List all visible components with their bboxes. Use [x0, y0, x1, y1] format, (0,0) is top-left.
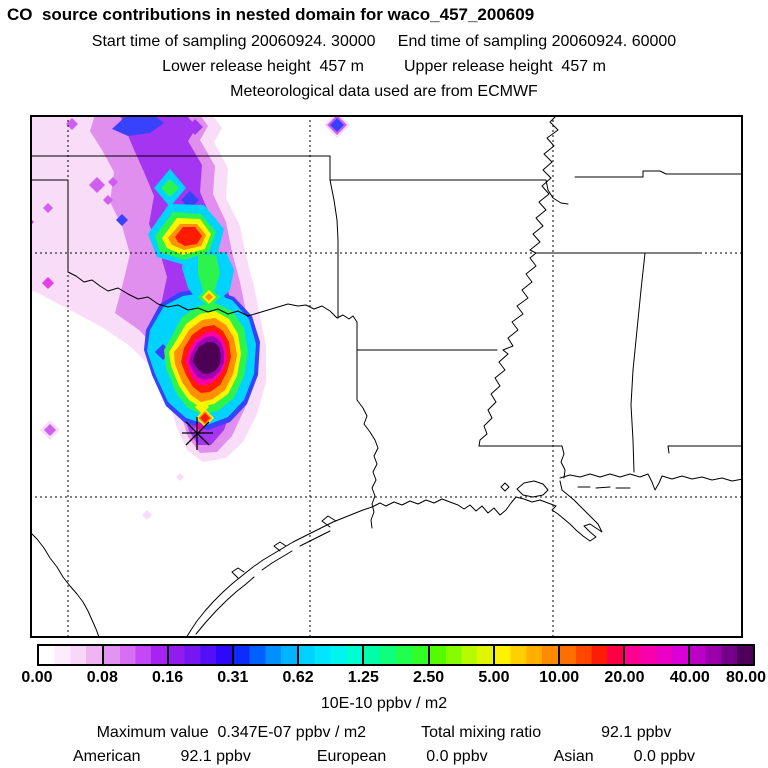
- colorbar-tick-label-0.16: 0.16: [151, 669, 184, 686]
- colorbar-segment-10: [687, 646, 754, 664]
- max-value-text: Maximum value 0.347E-07 ppbv / m2: [96, 724, 367, 741]
- colorbar-units-label: 10E-10 ppbv / m2: [320, 695, 448, 712]
- colorbar-segment-7: [492, 646, 558, 664]
- total-mixing-ratio-value: 92.1 ppbv: [601, 724, 672, 741]
- colorbar-tick-label-0.00: 0.00: [21, 669, 53, 686]
- page-title: CO source contributions in nested domain…: [7, 5, 535, 24]
- stats-line-1: Maximum value 0.347E-07 ppbv / m2 Total …: [0, 724, 768, 742]
- colorbar-segment-1: [102, 646, 168, 664]
- region-asian-value: 0.0 ppbv: [633, 748, 696, 765]
- colorbar-segment-2: [167, 646, 233, 664]
- region-american-label: American: [72, 748, 141, 765]
- source-asterisk-marker: [182, 417, 213, 450]
- colorbar-tick-label-0.62: 0.62: [282, 669, 314, 686]
- colorbar-tick-label-1.25: 1.25: [347, 669, 379, 686]
- colorbar-tick-label-80.00: 80.00: [725, 669, 767, 686]
- colorbar-segment-6: [427, 646, 493, 664]
- colorbar-tick-label-20.00: 20.00: [604, 669, 645, 686]
- colorbar-segment-9: [622, 646, 688, 664]
- colorbar-tick-label-40.00: 40.00: [669, 669, 710, 686]
- plume-contours: [30, 115, 350, 520]
- colorbar: [37, 644, 755, 666]
- region-european-label: European: [316, 748, 387, 765]
- latlon-gridlines: [30, 115, 743, 638]
- release-heights-line: Lower release height 457 m Upper release…: [162, 58, 606, 75]
- state-borders: [30, 115, 743, 638]
- colorbar-segment-8: [557, 646, 623, 664]
- region-asian-label: Asian: [553, 748, 594, 765]
- region-european-value: 0.0 ppbv: [426, 748, 488, 765]
- colorbar-tick-label-0.08: 0.08: [86, 669, 118, 686]
- total-mixing-ratio-label: Total mixing ratio: [421, 724, 542, 741]
- colorbar-segment-0: [39, 646, 103, 664]
- map-frame: [30, 115, 743, 638]
- met-data-line: Meteorological data used are from ECMWF: [230, 83, 538, 100]
- region-american-value: 92.1 ppbv: [180, 748, 251, 765]
- colorbar-tick-label-2.50: 2.50: [413, 669, 445, 686]
- colorbar-tick-label-0.31: 0.31: [217, 669, 249, 686]
- map-svg: [30, 115, 743, 638]
- colorbar-segment-3: [232, 646, 298, 664]
- colorbar-tick-label-5.00: 5.00: [478, 669, 510, 686]
- sampling-times-line: Start time of sampling 20060924. 30000 E…: [91, 33, 677, 50]
- colorbar-segment-4: [297, 646, 363, 664]
- concentration-map: [30, 115, 743, 638]
- colorbar-segment-5: [362, 646, 428, 664]
- colorbar-tick-labels: 0.00 0.08 0.16 0.31 0.62 1.25 2.50 5.00 10.00 20.…: [0, 669, 768, 687]
- stats-line-2: American 92.1 ppbv European 0.0 ppbv Asi…: [0, 748, 768, 766]
- colorbar-tick-label-10.00: 10.00: [539, 669, 580, 686]
